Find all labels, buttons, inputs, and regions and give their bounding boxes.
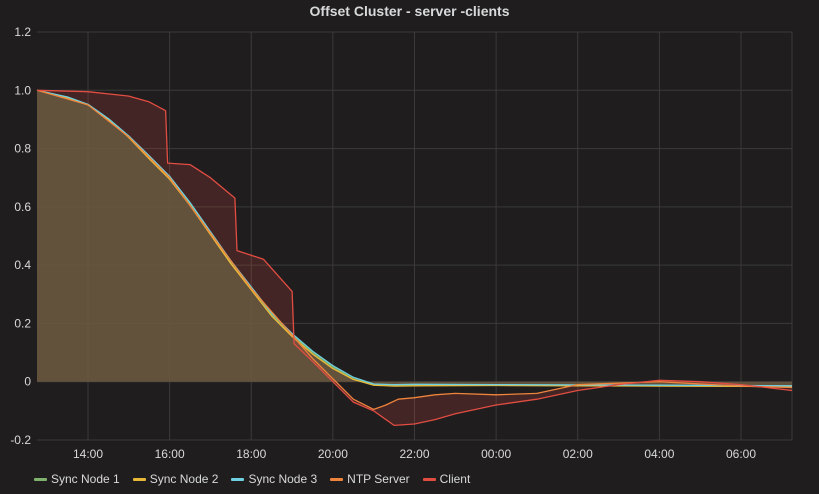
y-tick-label: 0.4 bbox=[14, 258, 31, 272]
legend-label: Sync Node 2 bbox=[149, 472, 219, 486]
x-tick-label: 00:00 bbox=[481, 447, 511, 461]
series-line-ntp-server bbox=[36, 89, 793, 411]
x-tick-label: 18:00 bbox=[236, 447, 266, 461]
y-tick-label: 1.0 bbox=[14, 83, 31, 97]
legend-label: NTP Server bbox=[347, 472, 410, 486]
legend-item-sync-node-1[interactable]: Sync Node 1 bbox=[34, 472, 120, 486]
legend-swatch bbox=[132, 477, 146, 481]
y-tick-label: 0.6 bbox=[14, 200, 31, 214]
legend-item-ntp-server[interactable]: NTP Server bbox=[330, 472, 410, 486]
x-tick-label: 20:00 bbox=[318, 447, 348, 461]
legend-swatch bbox=[330, 477, 344, 481]
x-tick-label: 16:00 bbox=[155, 447, 185, 461]
sync-area-fill bbox=[37, 90, 792, 387]
legend-label: Sync Node 1 bbox=[51, 472, 120, 486]
y-tick-label: 0.2 bbox=[14, 316, 31, 330]
x-tick-label: 14:00 bbox=[73, 447, 103, 461]
x-tick-label: 04:00 bbox=[644, 447, 674, 461]
legend-swatch bbox=[34, 477, 47, 481]
legend-swatch bbox=[231, 477, 245, 481]
chart-legend: Sync Node 1 Sync Node 2 Sync Node 3 NTP Ser… bbox=[34, 470, 483, 488]
legend-item-client[interactable]: Client bbox=[422, 472, 471, 486]
legend-item-sync-node-2[interactable]: Sync Node 2 bbox=[132, 472, 219, 486]
legend-item-sync-node-3[interactable]: Sync Node 3 bbox=[231, 472, 317, 486]
x-tick-label: 06:00 bbox=[726, 447, 756, 461]
series-line-client bbox=[36, 89, 793, 427]
legend-label: Sync Node 3 bbox=[248, 472, 318, 486]
y-tick-label: -0.2 bbox=[10, 433, 31, 447]
x-tick-label: 02:00 bbox=[563, 447, 593, 461]
panel-title[interactable]: Offset Cluster - server -clients bbox=[309, 3, 510, 19]
y-tick-label: 1.2 bbox=[14, 25, 31, 39]
x-tick-label: 22:00 bbox=[399, 447, 429, 461]
y-tick-label: 0.8 bbox=[14, 142, 31, 156]
legend-swatch bbox=[422, 477, 436, 481]
chart-area[interactable]: -0.2 0 0.2 0.4 0.6 0.8 1.0 1.2 14:00 16:00 18:00 20… bbox=[0, 0, 819, 470]
y-tick-label: 0 bbox=[24, 375, 31, 389]
legend-label: Client bbox=[439, 472, 471, 486]
